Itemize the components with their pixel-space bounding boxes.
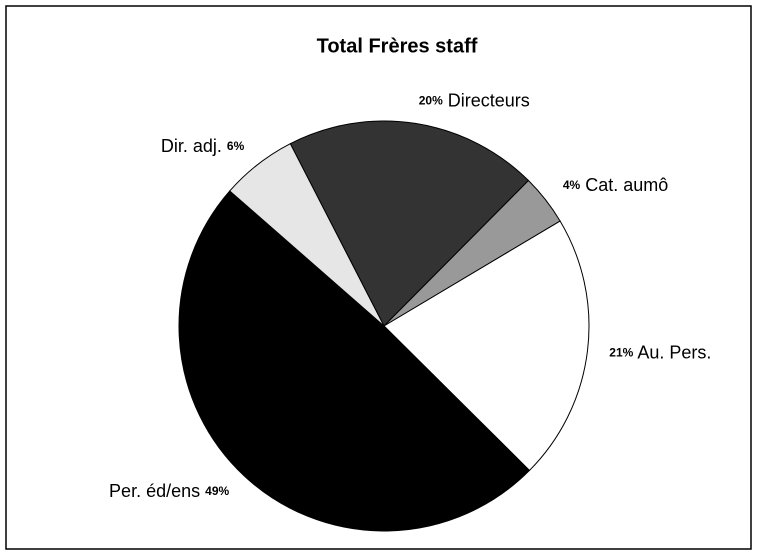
- slice-label: 21% Au. Pers.: [609, 342, 711, 362]
- percent-label: 49%: [205, 484, 229, 498]
- percent-label: 21%: [609, 346, 633, 360]
- category-label: Dir. adj.: [161, 136, 222, 156]
- slice-label: 20% Directeurs: [419, 90, 530, 110]
- pie-slice: [289, 120, 530, 327]
- slice-label: Dir. adj. 6%: [161, 136, 245, 156]
- percent-label: 4%: [563, 178, 581, 192]
- percent-label: 20%: [419, 94, 443, 108]
- chart-title: Total Frères staff: [317, 35, 478, 57]
- pie-slice: [178, 190, 531, 532]
- category-label: Directeurs: [448, 90, 530, 110]
- slice-label: 4% Cat. aumô: [563, 175, 668, 195]
- category-label: Per. éd/ens: [109, 481, 200, 501]
- category-label: Cat. aumô: [585, 175, 668, 195]
- pie-slice: [229, 142, 385, 327]
- category-label: Au. Pers.: [637, 342, 711, 362]
- slice-label: Per. éd/ens 49%: [109, 481, 229, 501]
- percent-label: 6%: [227, 139, 245, 153]
- pie-slice: [383, 220, 590, 472]
